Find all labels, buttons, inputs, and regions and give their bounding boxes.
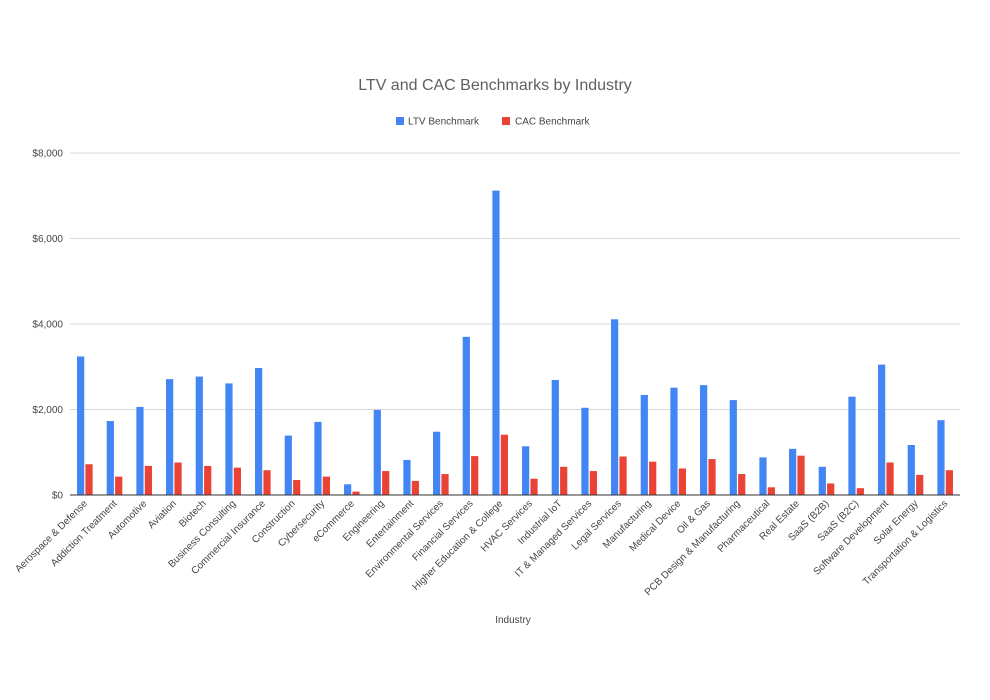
legend: LTV Benchmark CAC Benchmark — [396, 117, 590, 128]
bar-ltv[interactable] — [700, 385, 708, 495]
bar-ltv[interactable] — [225, 383, 233, 495]
bar-ltv[interactable] — [818, 466, 826, 495]
bar-ltv[interactable] — [106, 421, 114, 495]
bar-ltv[interactable] — [284, 435, 292, 495]
bar-ltv[interactable] — [670, 387, 678, 495]
bar-cac[interactable] — [797, 455, 805, 495]
gridlines — [70, 152, 960, 410]
bar-ltv[interactable] — [522, 446, 530, 495]
bar-cac[interactable] — [560, 466, 568, 495]
bar-ltv[interactable] — [640, 394, 648, 495]
y-axis-ticks: $0 $2,000 $4,000 $6,000 $8,000 — [32, 149, 63, 502]
legend-item-ltv[interactable]: LTV Benchmark — [396, 117, 480, 128]
bar-cac[interactable] — [500, 434, 508, 495]
bar-ltv[interactable] — [729, 400, 737, 495]
bar-ltv[interactable] — [314, 421, 322, 495]
bar-ltv[interactable] — [848, 396, 856, 495]
bar-ltv[interactable] — [255, 368, 263, 495]
x-axis-label: Industry — [495, 615, 531, 626]
y-tick-label: $8,000 — [32, 149, 63, 160]
bar-cac[interactable] — [649, 461, 657, 495]
legend-swatch-cac — [502, 117, 510, 125]
legend-item-cac[interactable]: CAC Benchmark — [502, 117, 590, 128]
bar-ltv[interactable] — [551, 380, 559, 495]
bar-cac[interactable] — [589, 471, 597, 495]
bar-ltv[interactable] — [789, 448, 797, 495]
legend-label-ltv: LTV Benchmark — [408, 117, 480, 128]
bar-cac[interactable] — [530, 478, 538, 495]
bar-ltv[interactable] — [878, 364, 886, 495]
bar-cac[interactable] — [411, 480, 419, 495]
bar-ltv[interactable] — [166, 379, 174, 495]
bar-cac[interactable] — [471, 456, 479, 495]
bar-ltv[interactable] — [611, 319, 619, 495]
bar-ltv[interactable] — [403, 459, 411, 495]
bar-cac[interactable] — [886, 462, 894, 495]
bar-ltv[interactable] — [581, 407, 589, 495]
bar-cac[interactable] — [382, 471, 390, 495]
bar-ltv[interactable] — [77, 356, 85, 495]
bar-cac[interactable] — [293, 480, 301, 495]
bar-cac[interactable] — [738, 474, 746, 495]
bar-cac[interactable] — [441, 474, 449, 495]
bar-cac[interactable] — [352, 491, 360, 495]
bar-ltv[interactable] — [759, 457, 767, 495]
bar-cac[interactable] — [767, 487, 775, 495]
bar-ltv[interactable] — [462, 336, 470, 495]
bar-ltv[interactable] — [937, 420, 945, 495]
bar-ltv[interactable] — [492, 190, 500, 495]
bar-ltv[interactable] — [195, 376, 203, 495]
bar-ltv[interactable] — [433, 431, 441, 495]
bars — [77, 190, 953, 495]
bar-cac[interactable] — [115, 476, 123, 495]
y-tick-label: $2,000 — [32, 405, 63, 416]
bar-cac[interactable] — [619, 456, 627, 495]
bar-cac[interactable] — [263, 470, 271, 495]
bar-cac[interactable] — [322, 476, 330, 495]
bar-ltv[interactable] — [344, 484, 352, 495]
y-tick-label: $0 — [52, 491, 64, 502]
bar-cac[interactable] — [174, 462, 182, 495]
bar-cac[interactable] — [233, 467, 241, 495]
bar-cac[interactable] — [85, 464, 93, 495]
bar-cac[interactable] — [204, 465, 212, 495]
y-tick-label: $6,000 — [32, 234, 63, 245]
chart-title: LTV and CAC Benchmarks by Industry — [358, 77, 632, 94]
bar-ltv[interactable] — [136, 406, 144, 495]
bar-ltv[interactable] — [373, 409, 381, 495]
y-tick-label: $4,000 — [32, 320, 63, 331]
bar-cac[interactable] — [678, 468, 686, 495]
bar-cac[interactable] — [144, 465, 152, 495]
legend-label-cac: CAC Benchmark — [515, 117, 590, 128]
bar-cac[interactable] — [827, 483, 835, 495]
bar-cac[interactable] — [916, 474, 924, 495]
bar-cac[interactable] — [945, 470, 953, 495]
bar-cac[interactable] — [856, 488, 864, 495]
legend-swatch-ltv — [396, 117, 404, 125]
bar-cac[interactable] — [708, 459, 716, 495]
bar-ltv[interactable] — [907, 444, 915, 495]
